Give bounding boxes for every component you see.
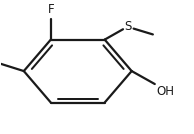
Text: S: S (124, 20, 132, 33)
Text: OH: OH (157, 85, 175, 98)
Text: F: F (48, 3, 54, 16)
